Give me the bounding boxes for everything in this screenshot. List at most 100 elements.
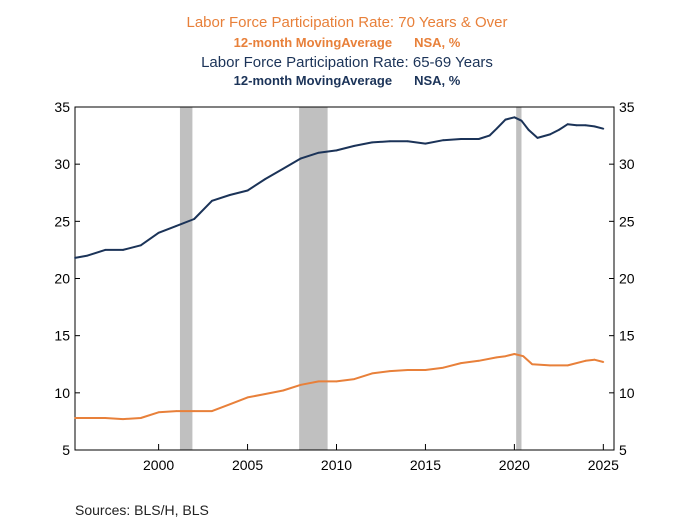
x-tick-label-2020: 2020: [499, 457, 530, 473]
series-65-69-point-11: [264, 178, 267, 180]
series-65-69-point-5: [157, 231, 160, 234]
series-70-over-point-25: [504, 355, 507, 358]
series-65-69-point-2: [104, 249, 107, 251]
sources-note: Sources: BLS/H, BLS: [75, 502, 209, 518]
series-65-69-point-9: [228, 194, 231, 196]
series-70-over-point-20: [424, 369, 427, 371]
recession-band-1: [299, 107, 328, 450]
chart-title-70-over: Labor Force Participation Rate: 70 Years…: [186, 14, 508, 31]
series-65-69-point-36: [593, 125, 596, 128]
series-70-over-point-4: [139, 417, 142, 419]
y-tick-label-left-10: 10: [54, 385, 70, 401]
series-70-over-point-7: [193, 410, 196, 413]
series-70-over-point-22: [460, 362, 462, 365]
y-tick-label-right-35: 35: [619, 99, 635, 115]
subtitle-units-70: NSA, %: [414, 35, 461, 50]
series-65-69-point-23: [477, 138, 480, 140]
series-70-over-point-27: [522, 355, 525, 358]
series-70-over-point-1: [86, 417, 89, 419]
recession-band-0: [179, 107, 193, 450]
x-tick-label-2010: 2010: [321, 457, 352, 473]
series-65-69-point-20: [424, 142, 427, 145]
chart-subtitle-65-69: 12-month MovingAverage NSA, %: [0, 73, 694, 88]
series-65-69-line: [74, 116, 604, 259]
series-70-over-point-23: [477, 359, 480, 362]
y-tick-label-left-15: 15: [54, 328, 70, 344]
series-70-over-point-29: [549, 364, 551, 367]
series-70-over-point-0: [74, 417, 76, 419]
series-70-over-point-8: [211, 410, 213, 413]
series-70-over-point-5: [157, 411, 160, 414]
series-70-over-point-18: [388, 370, 391, 373]
series-70-over-point-19: [406, 369, 409, 371]
x-tick-label-2005: 2005: [232, 457, 263, 473]
series-70-over-point-11: [264, 393, 267, 395]
series-70-over-point-28: [531, 363, 534, 366]
series-70-over-point-24: [495, 356, 498, 359]
series-65-69-point-1: [86, 254, 89, 257]
series-70-over-point-16: [353, 378, 356, 381]
series-65-69-point-13: [300, 157, 302, 160]
series-65-69-point-16: [353, 144, 356, 147]
series-70-over-point-2: [104, 417, 107, 419]
chart-title-65-69: Labor Force Participation Rate: 65-69 Ye…: [201, 54, 493, 71]
y-tick-label-right-15: 15: [619, 328, 635, 344]
y-tick-label-right-25: 25: [619, 213, 635, 229]
series-65-69-point-31: [549, 133, 551, 136]
series-65-69-point-10: [246, 189, 249, 192]
y-tick-label-right-30: 30: [619, 156, 635, 172]
y-tick-label-left-35: 35: [54, 99, 70, 115]
series-65-69-point-24: [488, 134, 491, 137]
series-65-69-point-8: [211, 199, 213, 202]
y-tick-label-right-10: 10: [619, 385, 635, 401]
series-65-69-point-0: [74, 257, 76, 259]
series-70-over-point-9: [228, 403, 231, 406]
series-65-69-point-21: [442, 139, 445, 142]
series-65-69-point-17: [371, 141, 373, 144]
subtitle-units-65: NSA, %: [414, 73, 461, 88]
series-70-over-point-10: [246, 396, 249, 399]
x-tick-label-2025: 2025: [588, 457, 619, 473]
y-tick-label-left-25: 25: [54, 213, 70, 229]
series-65-69-point-34: [575, 124, 578, 127]
series-65-69-point-12: [282, 167, 285, 170]
series-70-over-point-14: [317, 380, 320, 383]
series-65-69-point-4: [139, 244, 142, 247]
y-tick-label-left-20: 20: [54, 271, 70, 287]
series-65-69-point-18: [388, 140, 391, 143]
series-65-69-point-28: [520, 119, 523, 122]
series-65-69-point-37: [602, 127, 605, 130]
series-70-over-point-32: [593, 358, 596, 361]
series-70-over-point-33: [602, 361, 605, 363]
series-70-over-point-21: [442, 366, 445, 369]
x-tick-label-2015: 2015: [410, 457, 441, 473]
series-65-69-point-25: [495, 127, 498, 130]
y-tick-label-left-5: 5: [62, 442, 70, 458]
series-65-69-point-7: [193, 218, 196, 220]
chart-subtitle-70-over: 12-month MovingAverage NSA, %: [0, 35, 694, 50]
series-65-69-point-19: [406, 140, 409, 143]
series-65-69-point-14: [317, 151, 320, 154]
series-70-over-point-13: [300, 383, 302, 386]
series-70-over-point-26: [513, 353, 516, 355]
series-65-69-point-33: [566, 123, 569, 126]
recession-band-2: [516, 107, 522, 450]
series-65-69-point-15: [335, 149, 338, 152]
series-70-over-line: [75, 353, 604, 421]
subtitle-moving-average-65: 12-month MovingAverage: [233, 73, 393, 88]
series-70-over-point-12: [282, 389, 285, 392]
series-65-69-point-35: [584, 124, 587, 127]
y-tick-label-right-20: 20: [619, 271, 635, 287]
plot-frame: [74, 106, 615, 451]
series-70-over-point-6: [175, 410, 178, 413]
series-65-69-point-6: [175, 225, 178, 227]
series-65-69-point-32: [557, 128, 560, 131]
x-tick-label-2000: 2000: [143, 457, 174, 473]
series-65-69-point-27: [513, 116, 516, 119]
series-65-69-point-26: [504, 118, 507, 121]
series-65-69-point-30: [536, 136, 539, 139]
series-65-69-point-3: [122, 249, 124, 251]
series-70-over-point-31: [584, 359, 587, 362]
y-tick-label-left-30: 30: [54, 156, 70, 172]
